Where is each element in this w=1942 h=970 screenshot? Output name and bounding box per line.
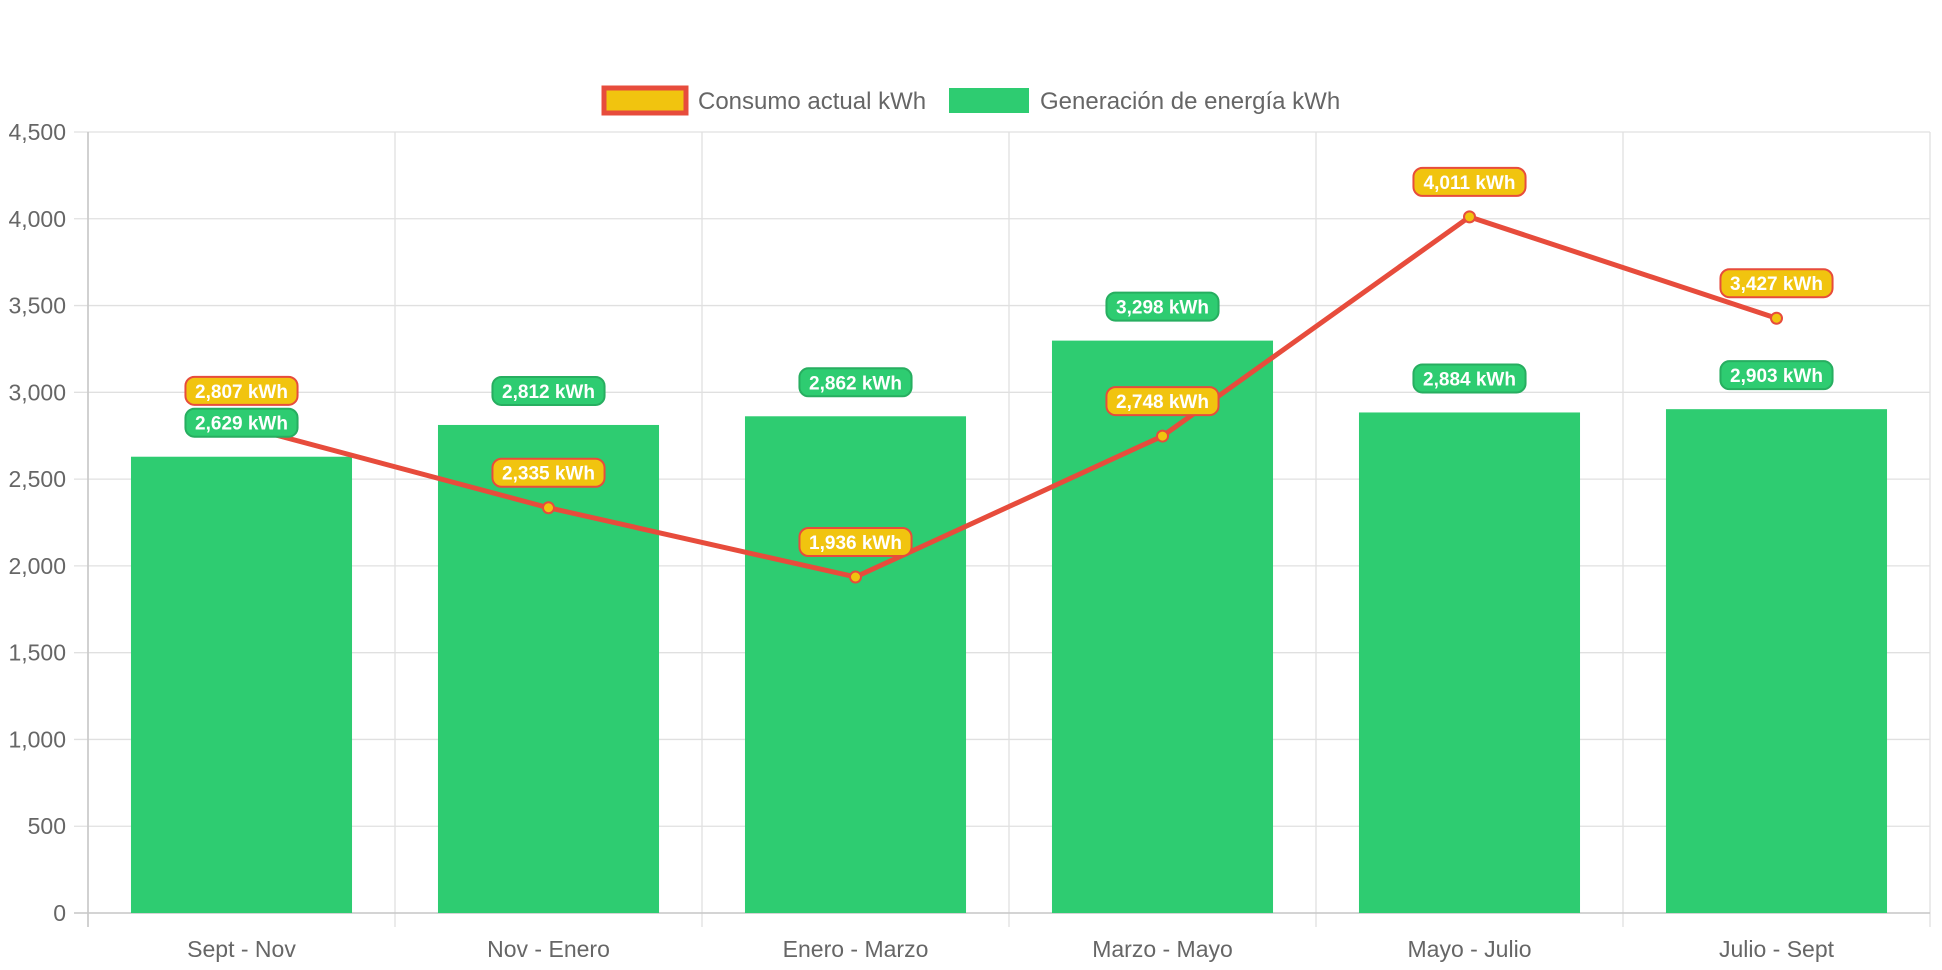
bar xyxy=(437,424,660,913)
x-tick-label: Nov - Enero xyxy=(487,936,610,962)
y-tick-label: 4,500 xyxy=(8,119,66,145)
data-label-text: 2,748 kWh xyxy=(1116,392,1209,413)
x-tick-label: Julio - Sept xyxy=(1719,936,1835,962)
data-label-box xyxy=(184,407,299,438)
line-point xyxy=(1463,210,1476,224)
line-data-label: 2,807 kWh xyxy=(184,375,299,406)
data-label-box xyxy=(1412,166,1527,197)
x-tick-label: Marzo - Mayo xyxy=(1092,936,1233,962)
legend-label-consumo: Consumo actual kWh xyxy=(698,88,926,115)
line-data-label: 2,748 kWh xyxy=(1105,386,1220,417)
data-label-box xyxy=(1412,363,1527,394)
x-tick-label: Sept - Nov xyxy=(187,936,296,962)
x-tick-label: Enero - Marzo xyxy=(783,936,929,962)
bar-data-label: 2,629 kWh xyxy=(184,407,299,438)
data-label-text: 2,335 kWh xyxy=(502,464,595,485)
y-tick-label: 4,000 xyxy=(8,206,66,232)
bar xyxy=(130,456,353,913)
legend-swatch-consumo xyxy=(601,85,689,116)
bar xyxy=(1051,340,1274,913)
data-label-box xyxy=(798,526,913,557)
bar-data-label: 2,812 kWh xyxy=(491,375,606,406)
line-data-label: 4,011 kWh xyxy=(1412,166,1527,197)
data-label-text: 2,629 kWh xyxy=(195,414,288,435)
data-label-text: 1,936 kWh xyxy=(809,533,902,554)
legend: Consumo actual kWh Generación de energía … xyxy=(601,85,1340,116)
data-label-box xyxy=(491,457,606,488)
legend-swatch-generacion xyxy=(949,88,1029,113)
bar xyxy=(744,416,967,913)
line-data-label: 2,335 kWh xyxy=(491,457,606,488)
x-tick-label: Mayo - Julio xyxy=(1408,936,1532,962)
y-tick-label: 1,500 xyxy=(8,640,66,666)
data-label-box xyxy=(184,375,299,406)
bar xyxy=(1358,412,1581,913)
bar-data-label: 2,884 kWh xyxy=(1412,363,1527,394)
y-tick-label: 500 xyxy=(28,813,66,839)
y-tick-label: 2,500 xyxy=(8,466,66,492)
data-label-text: 2,807 kWh xyxy=(195,382,288,403)
data-label-box xyxy=(491,375,606,406)
y-tick-label: 1,000 xyxy=(8,726,66,752)
data-label-box xyxy=(1105,386,1220,417)
data-label-box xyxy=(1719,268,1834,299)
grid xyxy=(74,131,1931,927)
line-point xyxy=(849,570,862,584)
data-label-text: 2,812 kWh xyxy=(502,382,595,403)
line-series xyxy=(240,214,1778,580)
bar-data-label: 2,903 kWh xyxy=(1719,360,1834,391)
bar xyxy=(1665,409,1888,913)
legend-label-generacion: Generación de energía kWh xyxy=(1040,88,1340,115)
line-data-label: 3,427 kWh xyxy=(1719,268,1834,299)
line-point xyxy=(1770,311,1783,325)
y-tick-label: 0 xyxy=(53,900,66,926)
line-point xyxy=(542,501,555,515)
data-label-text: 3,298 kWh xyxy=(1116,298,1209,319)
line-point xyxy=(1156,429,1169,443)
data-label-box xyxy=(1719,360,1834,391)
line-data-label: 1,936 kWh xyxy=(798,526,913,557)
data-label-text: 4,011 kWh xyxy=(1424,173,1516,194)
y-tick-label: 2,000 xyxy=(8,553,66,579)
y-tick-label: 3,500 xyxy=(8,293,66,319)
bar-data-label: 3,298 kWh xyxy=(1105,291,1220,322)
data-label-text: 3,427 kWh xyxy=(1730,274,1823,295)
data-label-text: 2,862 kWh xyxy=(809,373,902,394)
data-label-box xyxy=(1105,291,1220,322)
data-label-box xyxy=(798,367,913,398)
bar-data-label: 2,862 kWh xyxy=(798,367,913,398)
data-label-text: 2,884 kWh xyxy=(1423,369,1516,390)
data-label-text: 2,903 kWh xyxy=(1730,366,1823,387)
y-tick-label: 3,000 xyxy=(8,379,66,405)
